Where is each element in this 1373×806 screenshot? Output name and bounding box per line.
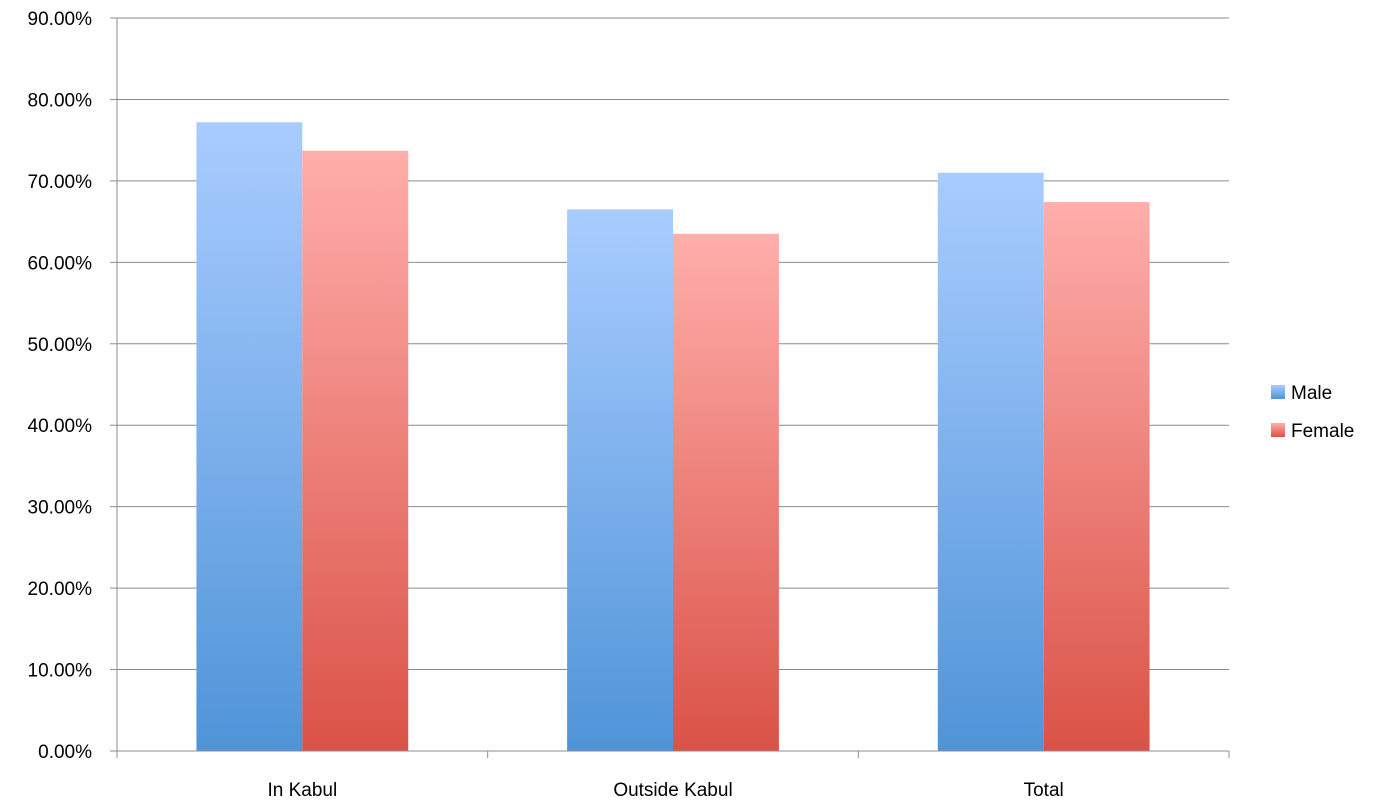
legend-swatch-male — [1271, 385, 1285, 399]
axes — [110, 17, 1230, 758]
y-tick-label: 30.00% — [28, 498, 93, 519]
bar-female-outside-kabul — [673, 233, 779, 752]
legend: Male Female — [1271, 383, 1354, 442]
bars — [196, 122, 1150, 752]
y-tick-label: 70.00% — [28, 172, 93, 193]
y-tick-labels: 0.00% 10.00% 20.00% 30.00% 40.00% 50.00% 60.00… — [28, 9, 93, 763]
legend-label-male: Male — [1291, 383, 1332, 404]
bar-male-in-kabul — [196, 122, 303, 751]
bar-male-outside-kabul — [567, 209, 673, 752]
y-tick-label: 10.00% — [28, 661, 93, 682]
y-tick-label: 90.00% — [28, 9, 93, 30]
x-tick-label: In Kabul — [267, 780, 337, 801]
bar-female-in-kabul — [302, 150, 409, 751]
x-tick-labels: In Kabul Outside Kabul Total — [267, 780, 1063, 801]
y-tick-label: 0.00% — [38, 742, 92, 763]
y-tick-label: 60.00% — [28, 253, 93, 274]
x-tick-label: Total — [1024, 780, 1064, 801]
y-tick-label: 50.00% — [28, 335, 93, 356]
legend-swatch-female — [1271, 423, 1285, 437]
bar-female-total — [1043, 202, 1150, 751]
y-tick-label: 80.00% — [28, 90, 93, 111]
y-tick-label: 20.00% — [28, 579, 93, 600]
y-tick-label: 40.00% — [28, 416, 93, 437]
bar-male-total — [937, 172, 1044, 751]
x-tick-label: Outside Kabul — [613, 780, 732, 801]
legend-label-female: Female — [1291, 421, 1354, 442]
